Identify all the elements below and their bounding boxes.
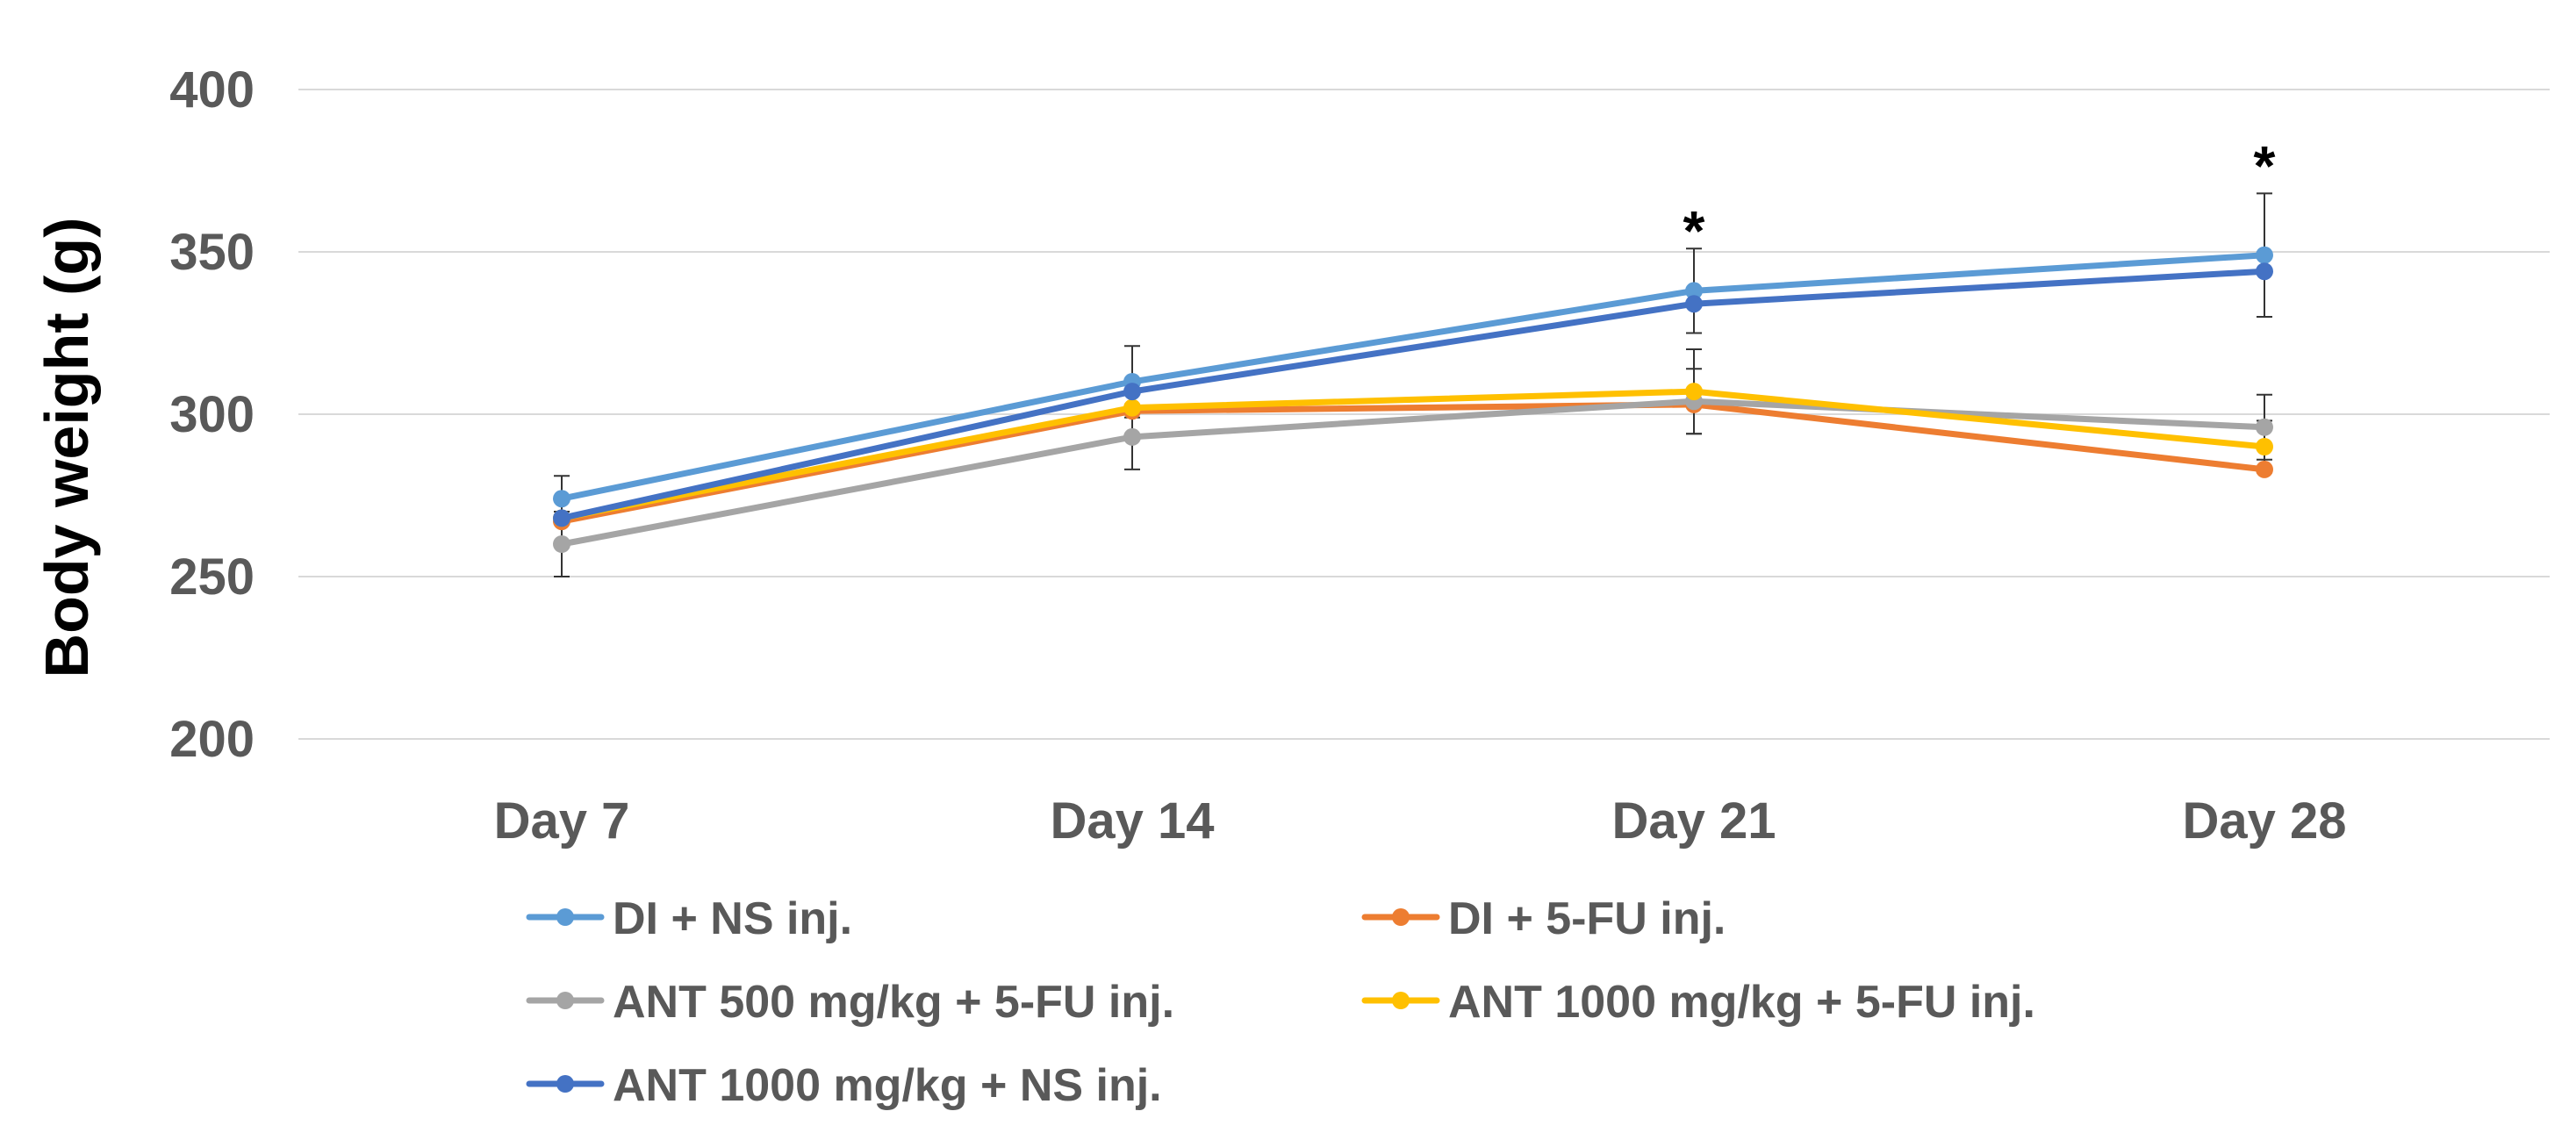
series-4-point-2	[1123, 398, 1141, 417]
series-5-line	[558, 268, 2268, 521]
series-5	[553, 262, 2273, 527]
series-5-point-2	[1123, 383, 1141, 401]
y-tick-label-250: 250	[169, 548, 255, 606]
legend-swatch-marker	[556, 1075, 574, 1093]
series-3-point-1	[553, 535, 570, 553]
y-tick-label-400: 400	[169, 61, 255, 118]
series-3-point-4	[2256, 418, 2273, 436]
series-lines	[553, 246, 2273, 553]
significance-annotations: **	[1683, 134, 2276, 262]
legend-item-1: DI + NS inj.	[526, 893, 852, 944]
series-4-point-3	[1685, 383, 1703, 401]
gridlines	[298, 89, 2550, 740]
y-axis: 200 250 300 350 400	[169, 61, 255, 768]
legend-label: ANT 500 mg/kg + 5-FU inj.	[613, 977, 1174, 1028]
legend-item-4: ANT 1000 mg/kg + 5-FU inj.	[1361, 977, 2035, 1028]
series-2-point-4	[2256, 460, 2273, 478]
y-tick-label-300: 300	[169, 386, 255, 443]
series-5-point-4	[2256, 262, 2273, 281]
legend-label: DI + 5-FU inj.	[1448, 893, 1726, 944]
legend-swatch-marker	[556, 908, 574, 926]
legend-item-2: DI + 5-FU inj.	[1361, 893, 1726, 944]
x-axis: Day 7 Day 14 Day 21 Day 28	[494, 792, 2347, 850]
x-tick-label-day-14: Day 14	[1050, 792, 1214, 850]
series-4-point-4	[2256, 438, 2273, 455]
x-tick-label-day-21: Day 21	[1611, 792, 1776, 850]
error-bars	[554, 192, 2272, 577]
series-1-point-3	[1685, 282, 1703, 300]
significance-star-2: *	[2254, 134, 2276, 197]
significance-star-1: *	[1683, 199, 1705, 262]
legend-swatch-marker	[1392, 992, 1410, 1009]
legend-swatch-marker	[1392, 908, 1410, 926]
legend: DI + NS inj. DI + 5-FU inj. ANT 500 mg/kg …	[526, 893, 2035, 1111]
y-tick-label-200: 200	[169, 711, 255, 768]
legend-swatch-marker	[556, 992, 574, 1009]
y-tick-label-350: 350	[169, 224, 255, 281]
series-3-point-2	[1123, 427, 1141, 446]
series-1-point-4	[2256, 246, 2273, 264]
legend-label: ANT 1000 mg/kg + NS inj.	[613, 1060, 1162, 1111]
x-tick-label-day-28: Day 28	[2182, 792, 2346, 850]
series-4	[553, 383, 2273, 527]
series-2-line	[558, 401, 2268, 525]
x-tick-label-day-7: Day 7	[494, 792, 630, 850]
legend-label: DI + NS inj.	[613, 893, 852, 944]
legend-item-3: ANT 500 mg/kg + 5-FU inj.	[526, 977, 1174, 1028]
legend-item-5: ANT 1000 mg/kg + NS inj.	[526, 1060, 1162, 1111]
series-1-line	[558, 252, 2268, 502]
series-1-point-1	[553, 490, 570, 508]
legend-label: ANT 1000 mg/kg + 5-FU inj.	[1448, 977, 2035, 1028]
series-5-point-3	[1685, 295, 1703, 313]
y-axis-title: Body weight (g)	[32, 218, 101, 678]
series-5-point-1	[553, 509, 570, 527]
series-4-line	[558, 388, 2268, 521]
series-3-line	[558, 398, 2268, 548]
